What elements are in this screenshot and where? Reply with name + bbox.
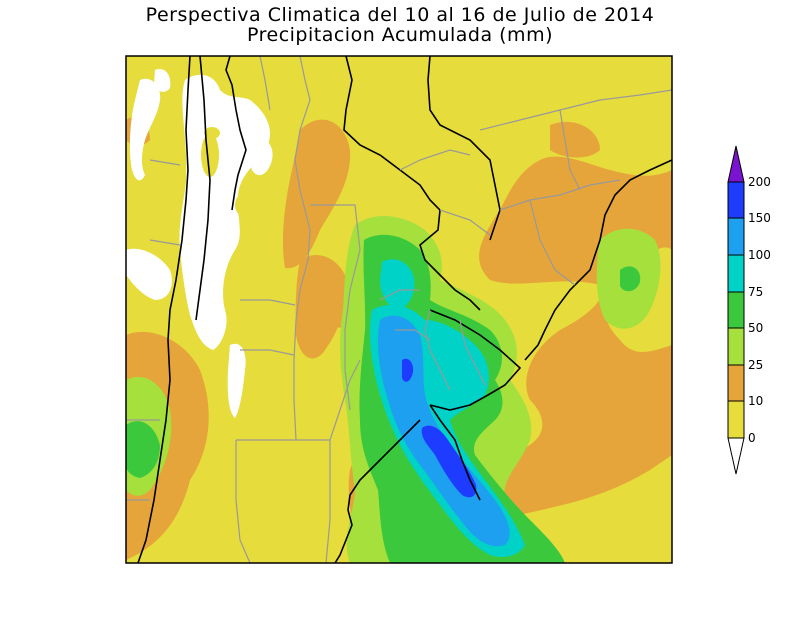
legend-100-150-swatch bbox=[728, 218, 744, 255]
legend-tick-label: 0 bbox=[748, 431, 756, 445]
legend-tick-label: 75 bbox=[748, 285, 763, 299]
precip-150-200-areas bbox=[402, 358, 477, 498]
precip-0-10-islands bbox=[201, 80, 260, 217]
internal-borders bbox=[126, 56, 672, 563]
legend-10-25-swatch bbox=[728, 365, 744, 401]
legend-25-50-swatch bbox=[728, 328, 744, 365]
legend-tick-label: 50 bbox=[748, 321, 763, 335]
legend-0-10-swatch bbox=[728, 401, 744, 438]
map-frame-border bbox=[125, 55, 673, 564]
legend-tick-label: 200 bbox=[748, 175, 771, 189]
legend-over-200-arrow bbox=[728, 146, 744, 182]
map-fields bbox=[126, 56, 672, 563]
legend-tick-label: 25 bbox=[748, 358, 763, 372]
legend-outline bbox=[727, 145, 745, 475]
legend-tick-label: 100 bbox=[748, 248, 771, 262]
map-subtitle: Precipitacion Acumulada (mm) bbox=[246, 24, 553, 46]
international-borders bbox=[137, 56, 672, 563]
legend-tick-labels: 200 150 100 75 50 25 10 0 bbox=[748, 175, 771, 445]
legend-tick-label: 150 bbox=[748, 211, 771, 225]
legend-150-200-swatch bbox=[728, 182, 744, 218]
legend-75-100-swatch bbox=[728, 255, 744, 292]
no-data-areas bbox=[126, 69, 273, 418]
legend-tick-label: 10 bbox=[748, 394, 763, 408]
legend-below-0-arrow bbox=[728, 438, 744, 474]
legend-50-75-swatch bbox=[728, 292, 744, 328]
map-title: Perspectiva Climatica del 10 al 16 de Ju… bbox=[145, 4, 655, 26]
